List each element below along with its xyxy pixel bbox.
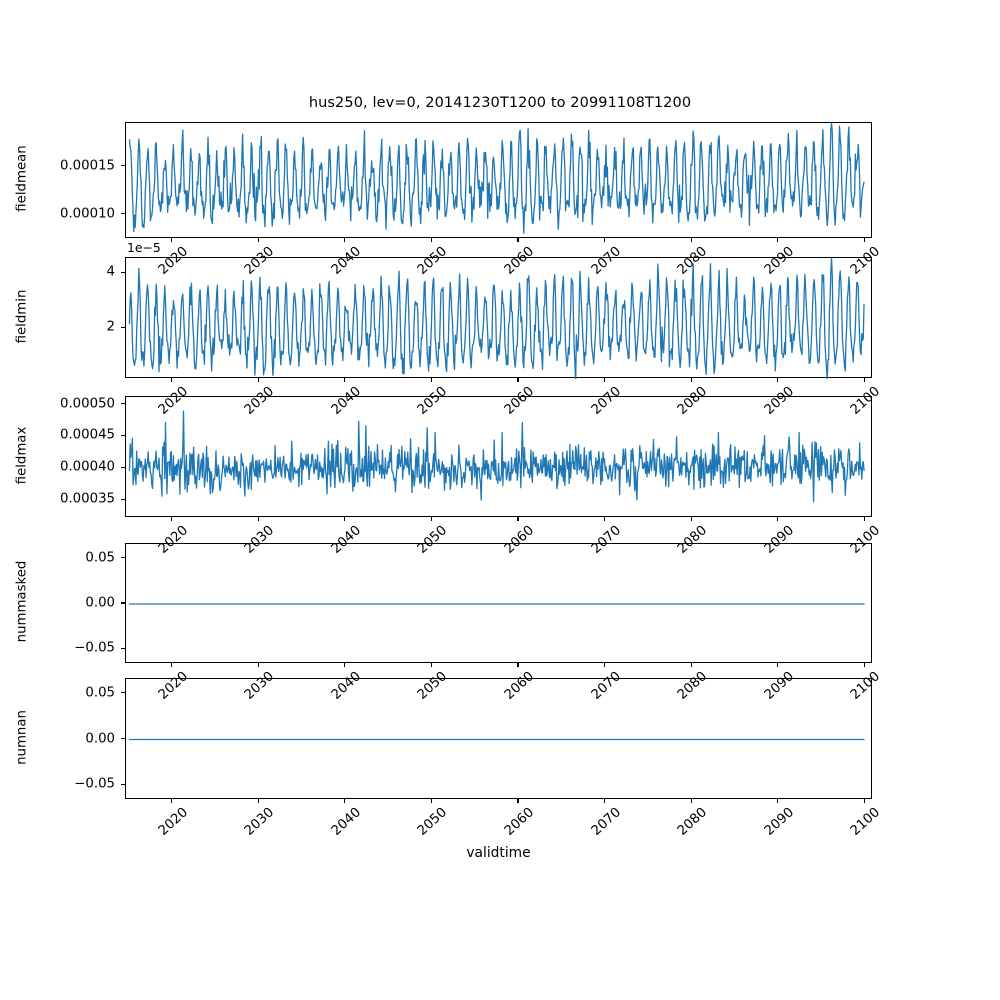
plot-area-fieldmin — [128, 258, 865, 379]
ytick-label-numnan-1: 0.00 — [85, 731, 115, 746]
ytick-mark-nummasked-0 — [121, 647, 125, 649]
y-axis-label-fieldmax: fieldmax — [14, 426, 30, 484]
xtick-mark-numnan-7 — [777, 799, 779, 803]
ytick-mark-numnan-2 — [121, 692, 125, 694]
xtick-mark-nummasked-5 — [603, 663, 606, 667]
figure-title: hus250, lev=0, 20141230T1200 to 20991108… — [308, 95, 692, 111]
xtick-mark-fieldmax-6 — [690, 517, 692, 521]
xtick-mark-fieldmax-7 — [777, 517, 779, 521]
data-line-fieldmean — [128, 123, 865, 234]
xtick-mark-nummasked-4 — [517, 663, 519, 667]
ytick-label-nummasked-1: 0.00 — [85, 595, 115, 611]
xtick-mark-fieldmax-1 — [257, 517, 259, 521]
ytick-mark-nummasked-2 — [121, 556, 125, 559]
xtick-mark-nummasked-6 — [690, 663, 692, 667]
ytick-label-fieldmin-0: 2 — [106, 319, 115, 335]
y-axis-label-numnan: numnan — [14, 709, 30, 765]
xtick-mark-nummasked-1 — [257, 663, 259, 667]
plot-area-fieldmax — [128, 410, 865, 503]
xtick-mark-fieldmean-8 — [863, 238, 865, 242]
ytick-label-numnan-2: 0.05 — [85, 685, 115, 701]
ytick-mark-nummasked-1 — [121, 602, 125, 604]
plot-area-fieldmean — [128, 123, 865, 234]
xtick-mark-nummasked-8 — [863, 663, 865, 667]
xtick-mark-numnan-4 — [517, 799, 519, 803]
xtick-mark-fieldmin-0 — [171, 378, 173, 382]
xtick-mark-fieldmin-8 — [863, 378, 865, 382]
xtick-mark-numnan-3 — [430, 799, 432, 803]
x-axis-label: validtime — [466, 845, 531, 861]
xtick-mark-numnan-1 — [257, 799, 259, 803]
xtick-mark-nummasked-2 — [344, 663, 346, 667]
xtick-mark-fieldmax-0 — [171, 517, 173, 521]
xtick-mark-fieldmean-5 — [603, 238, 606, 242]
subplot-fieldmean — [125, 122, 872, 238]
ytick-mark-fieldmean-1 — [121, 165, 125, 167]
ytick-mark-fieldmean-0 — [121, 213, 125, 215]
xtick-mark-numnan-2 — [344, 799, 346, 803]
xtick-mark-fieldmean-0 — [171, 238, 173, 242]
xtick-mark-fieldmean-3 — [430, 238, 432, 242]
xtick-mark-fieldmin-6 — [690, 378, 692, 382]
ytick-label-fieldmax-3: 0.00050 — [60, 396, 115, 412]
ytick-mark-fieldmax-1 — [121, 466, 125, 468]
xtick-mark-fieldmean-7 — [777, 238, 779, 242]
ytick-mark-fieldmax-3 — [121, 403, 125, 405]
ytick-mark-fieldmax-2 — [121, 434, 125, 437]
xtick-mark-fieldmean-4 — [517, 238, 519, 242]
subplot-numnan — [125, 678, 872, 799]
y-axis-offset-text-fieldmin: 1e−5 — [127, 240, 161, 255]
ytick-label-nummasked-2: 0.05 — [85, 550, 115, 566]
xtick-mark-fieldmax-3 — [430, 517, 432, 521]
plot-area-nummasked — [128, 603, 865, 605]
ytick-label-fieldmax-2: 0.00045 — [60, 427, 115, 443]
xtick-mark-fieldmax-2 — [344, 517, 346, 521]
xtick-mark-numnan-8 — [863, 799, 865, 803]
xtick-mark-numnan-0 — [171, 799, 173, 803]
xtick-mark-numnan-5 — [603, 799, 606, 803]
ytick-mark-numnan-1 — [121, 737, 125, 740]
xtick-mark-fieldmin-7 — [777, 378, 779, 382]
ytick-label-nummasked-0: −0.05 — [74, 640, 115, 656]
data-line-fieldmin — [128, 258, 865, 379]
xtick-mark-fieldmean-2 — [344, 238, 346, 242]
xtick-mark-fieldmin-4 — [517, 378, 519, 382]
ytick-label-fieldmean-1: 0.00015 — [60, 158, 115, 174]
ytick-label-fieldmax-0: 0.00035 — [60, 491, 115, 507]
xtick-mark-fieldmean-6 — [690, 238, 692, 242]
ytick-label-fieldmin-1: 4 — [106, 264, 115, 280]
ytick-mark-fieldmin-1 — [121, 271, 125, 273]
xtick-mark-fieldmin-5 — [603, 378, 606, 382]
xtick-mark-fieldmax-8 — [863, 517, 865, 521]
ytick-mark-numnan-0 — [121, 783, 125, 785]
ytick-mark-fieldmax-0 — [121, 498, 125, 500]
plot-area-numnan — [128, 738, 865, 741]
xtick-mark-fieldmin-1 — [257, 378, 259, 382]
xtick-mark-fieldmin-2 — [344, 378, 346, 382]
subplot-fieldmax — [125, 396, 872, 517]
ytick-label-fieldmean-0: 0.00010 — [60, 206, 115, 222]
xtick-mark-fieldmax-5 — [603, 517, 606, 521]
xtick-mark-nummasked-0 — [171, 663, 173, 667]
xtick-mark-numnan-6 — [690, 799, 692, 803]
ytick-mark-fieldmin-0 — [121, 326, 125, 328]
ytick-label-numnan-0: −0.05 — [74, 776, 115, 792]
xtick-mark-nummasked-3 — [430, 663, 432, 667]
xtick-mark-fieldmax-4 — [517, 517, 519, 521]
data-line-fieldmax — [128, 410, 865, 503]
subplot-fieldmin — [125, 257, 872, 379]
subplot-nummasked — [125, 543, 872, 663]
xtick-mark-fieldmean-1 — [257, 238, 259, 242]
xtick-mark-nummasked-7 — [777, 663, 779, 667]
xtick-mark-fieldmin-3 — [430, 378, 432, 382]
ytick-label-fieldmax-1: 0.00040 — [60, 459, 115, 475]
